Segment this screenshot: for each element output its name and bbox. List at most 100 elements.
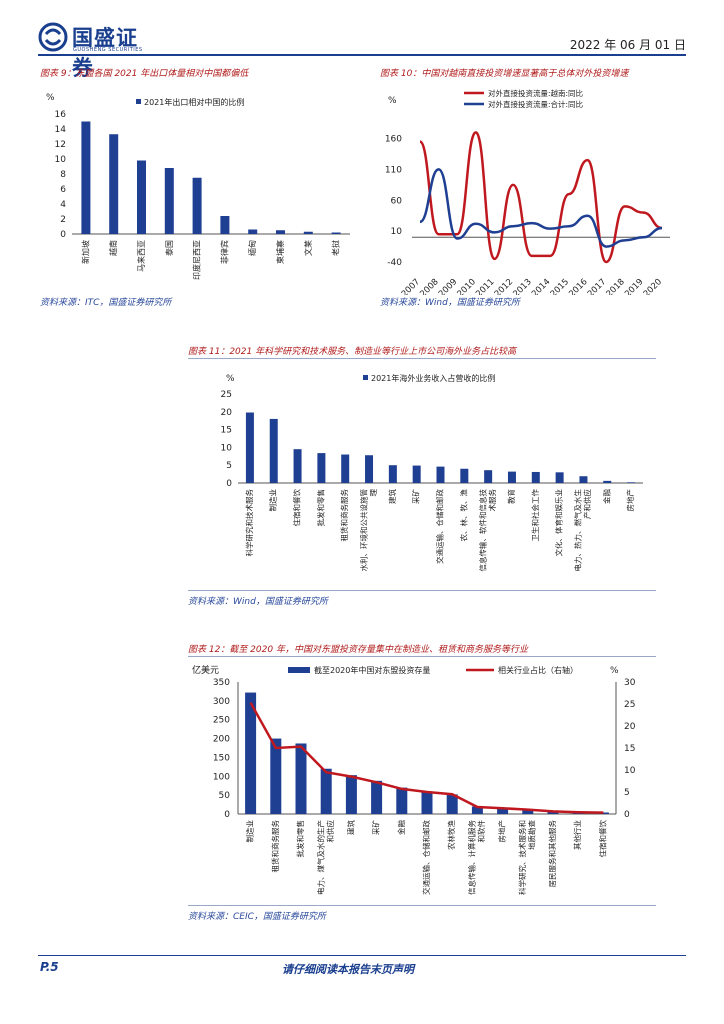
bar [547, 811, 559, 814]
x-tick-label: 农林牧渔 [446, 820, 456, 850]
y-tick-label: 0 [224, 810, 230, 820]
bar [295, 743, 307, 814]
x-tick-label: 菲律宾 [219, 240, 229, 264]
x-tick-label: 越南 [108, 240, 118, 256]
y-tick-label: 50 [219, 791, 231, 801]
fig12-source: 资料来源：CEIC，国盛证券研究所 [188, 912, 326, 922]
y-tick-label: 350 [213, 678, 230, 688]
y-tick-label: 20 [221, 408, 233, 418]
y-tick-label: 200 [213, 735, 230, 745]
x-tick-label: 信息传输、软件和信息技 [477, 489, 487, 572]
logo-icon [38, 22, 68, 52]
x-tick-label: 水利、环境和公共设施管 [358, 489, 368, 572]
bar [421, 791, 433, 814]
bar [460, 468, 469, 483]
y2-tick-label: 10 [624, 766, 636, 776]
x-tick-label: 住宿和餐饮 [292, 489, 302, 527]
y-tick-label: 12 [55, 140, 66, 150]
x-tick-label: 建筑 [387, 489, 397, 504]
fig12-bottom-divider [188, 905, 656, 906]
x-tick-label: 采矿 [371, 820, 381, 835]
bar [365, 455, 374, 483]
y2-tick-label: 25 [624, 700, 635, 710]
y-tick-label: 2 [60, 215, 66, 225]
x-tick-label: 租赁和商务服务 [339, 489, 349, 542]
page-number: P.5 [40, 960, 59, 974]
x-tick-label: 文化、体育和娱乐业 [554, 489, 564, 557]
bar [436, 466, 445, 483]
x-tick-label: 科学研究和技术服务 [244, 489, 254, 557]
fig9-title: 图表 9：东盟各国 2021 年出口体量相对中国都偏低 [40, 69, 249, 79]
y-tick-label: 5 [226, 461, 232, 471]
header-divider [38, 54, 686, 56]
fig10-title: 图表 10：中国对越南直接投资增速显著高于总体对外投资增速 [380, 69, 629, 79]
bar [507, 471, 516, 483]
x-tick-label: 金融 [601, 489, 611, 504]
logo: 国盛证券 GUOSHENG SECURITIES [38, 22, 158, 80]
y-tick-label: 150 [213, 753, 230, 763]
x-tick-label: 泰国 [164, 240, 174, 256]
legend-label: 对外直接投资流量:越南:同比 [488, 88, 584, 98]
x-tick-label: 批发和零售 [315, 489, 325, 527]
bar [497, 807, 509, 814]
x-tick-label: 文莱 [303, 240, 313, 256]
bar [245, 412, 254, 483]
x-tick-label: 交通运输、仓储和邮政 [421, 820, 431, 895]
x-tick-label: 金融 [396, 820, 406, 835]
fig11-divider [188, 358, 656, 359]
fig9-source: 资料来源：ITC，国盛证券研究所 [40, 298, 172, 308]
y-tick-label: 8 [60, 170, 66, 180]
x-tick-label: 电力、热力、燃气及水生 [573, 489, 583, 572]
y-axis-unit: % [388, 96, 397, 106]
bar [276, 230, 285, 234]
legend-label: 截至2020年中国对东盟投资存量 [314, 665, 430, 675]
legend-label: 2021年出口相对中国的比例 [144, 97, 244, 107]
x-tick-label: 印度尼西亚 [192, 240, 202, 280]
fig12-chart: 亿美元 %截至2020年中国对东盟投资存量 相关行业占比（右轴）0501001502… [192, 664, 636, 895]
x-tick-label: 其他行业 [572, 820, 582, 850]
footer-disclaimer: 请仔细阅读本报告末页声明 [282, 963, 414, 976]
right-axis-unit: % [610, 666, 619, 676]
y2-tick-label: 5 [624, 788, 630, 798]
bar [597, 812, 609, 814]
y-tick-label: 0 [60, 230, 66, 240]
bar [81, 121, 91, 234]
bar [320, 768, 332, 814]
fig11-source: 资料来源：Wind，国盛证券研究所 [188, 597, 328, 607]
fig12-title: 图表 12：截至 2020 年，中国对东盟投资存量集中在制造业、租赁和商务服务等… [188, 645, 528, 655]
y-tick-label: 10 [221, 443, 233, 453]
fig12-divider [188, 656, 656, 657]
series-line [419, 168, 663, 248]
x-tick-label: 信息传输、计算机服务 [467, 820, 477, 895]
bar [388, 465, 397, 483]
x-tick-label: 房地产 [625, 489, 635, 512]
bar [555, 472, 564, 483]
y-tick-label: 60 [391, 196, 403, 206]
y2-tick-label: 20 [624, 722, 636, 732]
share-line [249, 702, 604, 814]
x-tick-label: 和供应 [325, 820, 335, 843]
y-tick-label: -40 [387, 258, 402, 268]
legend-swatch [363, 375, 368, 380]
bar [303, 231, 313, 234]
y-tick-label: 16 [55, 110, 67, 120]
legend-swatch [288, 667, 310, 673]
x-tick-label: 租赁和商务服务 [270, 820, 280, 873]
y-tick-label: 10 [55, 155, 67, 165]
footer-divider [38, 955, 686, 956]
x-tick-label: 科学研究、技术服务和 [517, 820, 527, 895]
y-tick-label: 10 [391, 227, 403, 237]
x-tick-label: 和软件 [476, 820, 486, 843]
y-tick-label: 25 [221, 390, 232, 400]
bar [137, 160, 146, 234]
bar [192, 177, 202, 234]
bar [522, 809, 534, 814]
bar [471, 806, 483, 814]
bar [531, 471, 540, 483]
y-tick-label: 250 [213, 716, 230, 726]
bar [317, 453, 326, 483]
legend-label: 对外直接投资流量:合计:同比 [488, 99, 584, 109]
fig10-source: 资料来源：Wind，国盛证券研究所 [380, 298, 520, 308]
y-axis-unit: % [226, 374, 235, 384]
bar [331, 232, 341, 234]
